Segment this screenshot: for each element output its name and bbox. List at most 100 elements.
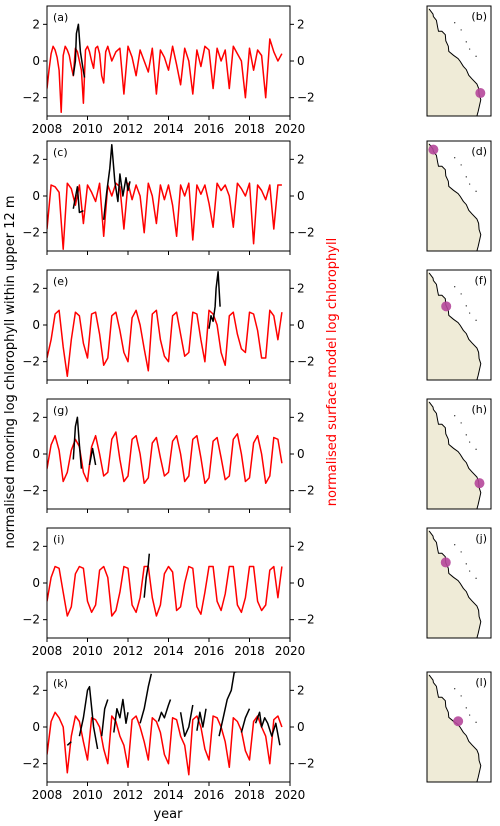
mooring-series-line-1 xyxy=(208,271,221,329)
panel-k: −2 −2 0 0 2 2 2008 2010 2012 2014 2016 2018 2020 (k) xyxy=(22,671,315,802)
model-series-line-0 xyxy=(47,711,283,776)
x-tick-label: 2016 xyxy=(194,788,225,802)
model-series-line-0 xyxy=(47,431,283,485)
map-frame xyxy=(426,527,492,639)
x-tick-label: 2018 xyxy=(234,122,265,136)
mooring-location-marker xyxy=(453,716,464,727)
map-reef-dot xyxy=(465,305,467,307)
mooring-series-line-1 xyxy=(143,553,151,598)
y-tick-label-left: 0 xyxy=(32,447,40,461)
model-series-line-0 xyxy=(47,38,283,114)
y-tick-label-left: 2 xyxy=(32,539,40,553)
y-tick-label-left: 0 xyxy=(32,720,40,734)
y-tick-label-left: −2 xyxy=(22,226,40,240)
map-panel-label: (f) xyxy=(475,274,487,287)
y-tick-label-right: −2 xyxy=(297,355,315,369)
map-reef-dot xyxy=(475,721,477,723)
map-reef-dot xyxy=(460,695,462,697)
map-reef-dot xyxy=(475,448,477,450)
y-tick-label-left: −2 xyxy=(22,757,40,771)
map-reef-dot xyxy=(465,707,467,709)
y-tick-label-right: 2 xyxy=(297,539,305,553)
panel-a: −2 −2 0 0 2 2 2008 2010 2012 2014 2016 2018 2020 (a) xyxy=(22,5,315,136)
y-tick-label-right: −2 xyxy=(297,757,315,771)
x-axis-label: year xyxy=(153,807,183,822)
map-panel-label: (h) xyxy=(471,403,487,416)
map-frame xyxy=(426,5,492,117)
y-tick-label-left: 2 xyxy=(32,281,40,295)
y-tick-label-right: −2 xyxy=(297,484,315,498)
panel-label: (g) xyxy=(53,404,69,417)
map-land xyxy=(427,528,481,638)
map-reef-dot xyxy=(475,190,477,192)
y-tick-label-left: 2 xyxy=(32,17,40,31)
y-tick-label-right: 2 xyxy=(297,17,305,31)
y-tick-label-left: 2 xyxy=(32,410,40,424)
map-land xyxy=(427,6,481,116)
map-inset-b: (b) xyxy=(426,5,492,117)
mooring-series-line-10 xyxy=(240,708,251,733)
mooring-series-line-7 xyxy=(179,704,194,737)
mooring-location-marker xyxy=(474,478,485,489)
map-reef-dot xyxy=(469,312,471,314)
map-frame xyxy=(426,269,492,381)
x-tick-label: 2018 xyxy=(234,644,265,658)
x-tick-label: 2008 xyxy=(32,644,63,658)
map-reef-dot xyxy=(454,415,456,417)
map-inset-l: (l) xyxy=(426,671,492,783)
x-tick-label: 2008 xyxy=(32,122,63,136)
panel-e: −2 −2 0 0 2 2 (e) xyxy=(22,269,315,384)
x-tick-label: 2014 xyxy=(153,122,184,136)
y-tick-label-left: −2 xyxy=(22,91,40,105)
map-reef-dot xyxy=(475,319,477,321)
model-series-line-0 xyxy=(47,182,282,250)
map-inset-j: (j) xyxy=(426,527,492,639)
map-coastline xyxy=(428,272,482,380)
panel-g: −2 −2 0 0 2 2 (g) xyxy=(22,398,315,513)
y-tick-label-right: 0 xyxy=(297,318,305,332)
mooring-series-line-9 xyxy=(218,672,237,737)
x-tick-label: 2016 xyxy=(194,122,225,136)
panel-label: (k) xyxy=(53,677,68,690)
y-tick-label-left: 0 xyxy=(32,189,40,203)
map-frame xyxy=(426,398,492,510)
x-tick-label: 2010 xyxy=(72,788,103,802)
x-tick-label: 2012 xyxy=(113,644,144,658)
y-tick-label-right: 0 xyxy=(297,54,305,68)
model-series-line-0 xyxy=(47,309,283,378)
map-frame xyxy=(426,671,492,783)
map-reef-dot xyxy=(475,55,477,57)
mooring-series-line-1 xyxy=(72,186,84,214)
map-panel-label: (l) xyxy=(475,676,487,689)
y-tick-label-right: 2 xyxy=(297,152,305,166)
map-land xyxy=(427,141,481,251)
y-tick-label-left: 0 xyxy=(32,54,40,68)
mooring-series-line-6 xyxy=(157,699,172,722)
y-axis-label-right: normalised surface model log chlorophyll xyxy=(325,238,340,506)
mooring-location-marker xyxy=(441,301,452,312)
panel-label: (i) xyxy=(53,533,65,546)
map-reef-dot xyxy=(454,22,456,24)
map-reef-dot xyxy=(469,441,471,443)
x-tick-label: 2012 xyxy=(113,122,144,136)
x-tick-label: 2018 xyxy=(234,788,265,802)
map-reef-dot xyxy=(465,563,467,565)
map-panel-label: (j) xyxy=(475,532,487,545)
map-inset-d: (d) xyxy=(426,140,492,252)
x-tick-label: 2014 xyxy=(153,788,184,802)
map-reef-dot xyxy=(460,422,462,424)
mooring-series-line-8 xyxy=(196,708,207,731)
map-reef-dot xyxy=(454,286,456,288)
panel-label: (e) xyxy=(53,275,68,288)
y-tick-label-left: 2 xyxy=(32,152,40,166)
mooring-location-marker xyxy=(440,557,451,568)
y-tick-label-left: 2 xyxy=(32,683,40,697)
mooring-series-line-11 xyxy=(254,711,281,746)
mooring-series-line-2 xyxy=(88,447,97,466)
y-tick-label-right: 2 xyxy=(297,410,305,424)
map-frame xyxy=(426,140,492,252)
model-series-line-0 xyxy=(47,565,283,617)
plot-frame xyxy=(46,527,291,639)
